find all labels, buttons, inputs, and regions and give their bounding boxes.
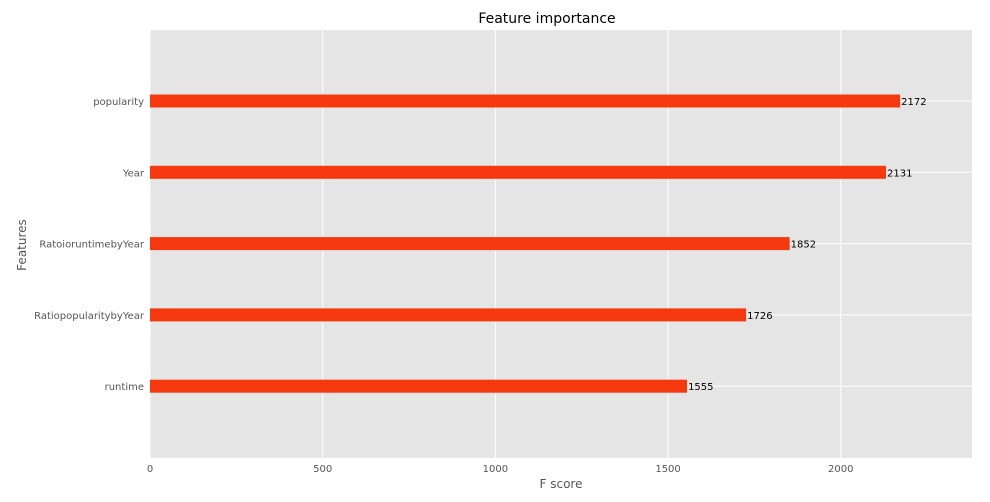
bar-runtime (150, 379, 688, 393)
y-tick-label: Year (122, 168, 145, 179)
y-tick-label: RatoioruntimebyYear (39, 240, 144, 251)
bars (150, 94, 901, 393)
x-tick-labels: 0 500 1000 1500 2000 (147, 464, 854, 475)
y-tick-labels: popularity Year RatoioruntimebyYear Ratiopo… (34, 97, 145, 393)
bar-value-label: 1555 (688, 382, 713, 393)
x-tick-label: 0 (147, 464, 153, 475)
y-tick-label: RatiopopularitybyYear (34, 311, 145, 322)
x-tick-label: 1000 (483, 464, 508, 475)
bar-RatoioruntimebyYear (150, 237, 790, 251)
bar-popularity (150, 94, 901, 108)
x-tick-label: 500 (313, 464, 332, 475)
x-axis-label: F score (540, 477, 583, 491)
y-tick-label: popularity (93, 97, 144, 108)
x-tick-label: 2000 (828, 464, 853, 475)
x-tick-label: 1500 (655, 464, 680, 475)
bar-value-labels: 2172 2131 1852 1726 1555 (688, 97, 927, 393)
bar-value-label: 1726 (747, 311, 772, 322)
bar-value-label: 2131 (887, 168, 912, 179)
bar-value-label: 1852 (791, 240, 816, 251)
y-axis-label: Features (15, 219, 29, 271)
bar-Year (150, 165, 887, 179)
y-tick-label: runtime (105, 382, 144, 393)
bar-RatiopopularitybyYear (150, 308, 747, 322)
bar-value-label: 2172 (901, 97, 926, 108)
chart-title: Feature importance (478, 11, 615, 27)
